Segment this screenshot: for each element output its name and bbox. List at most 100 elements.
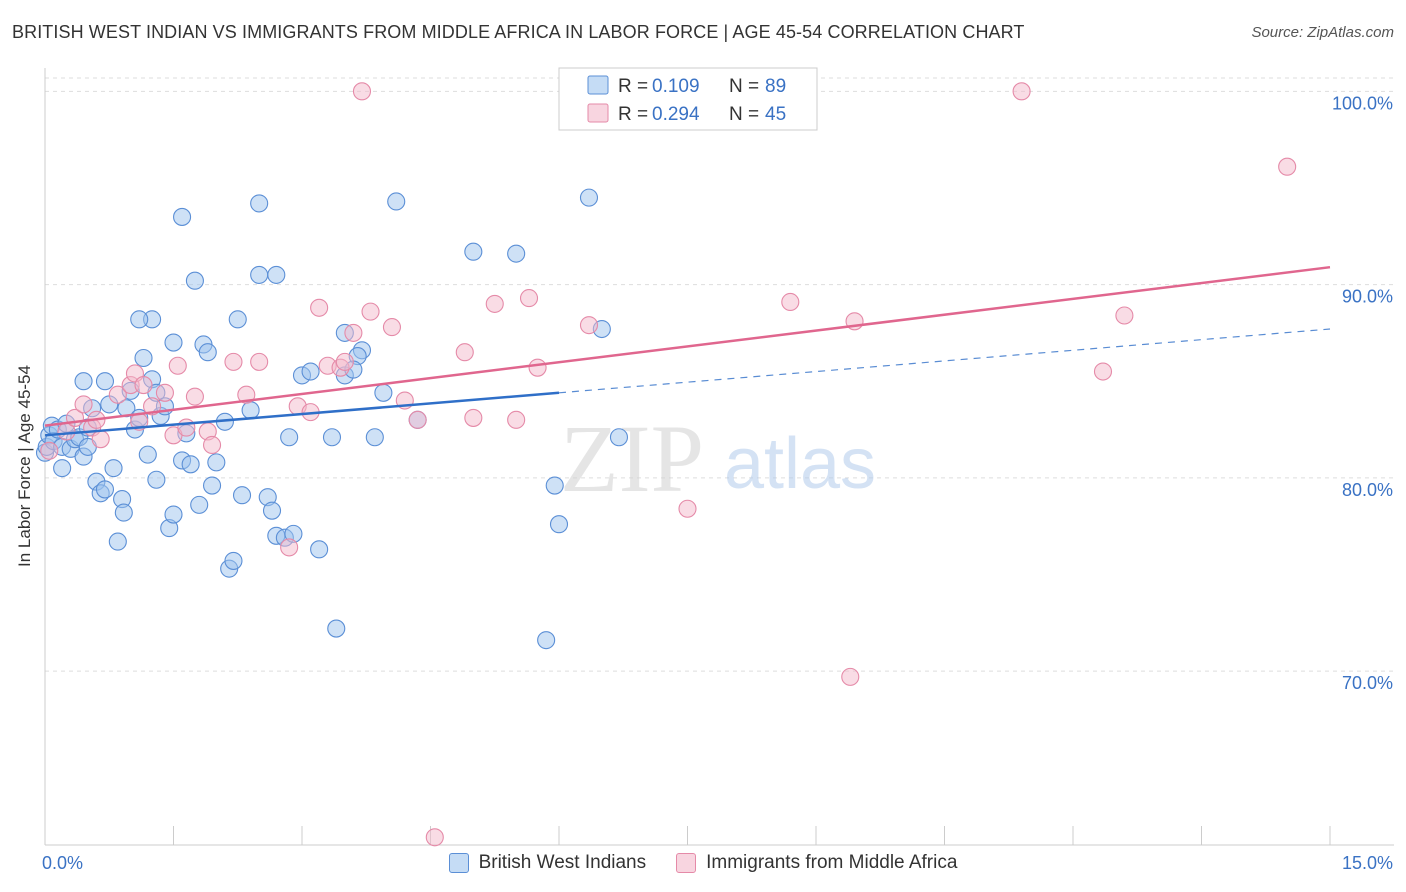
legend-label-british-west-indians: British West Indians — [478, 852, 647, 873]
trend-lines — [44, 265, 1331, 437]
axes: 70.0% 80.0% 90.0% 100.0% — [44, 68, 1394, 846]
y-tick-label: 100.0% — [1332, 93, 1393, 113]
watermark-atlas: atlas — [724, 424, 876, 504]
point-middle-africa — [781, 292, 800, 312]
point-british-west-indian — [224, 551, 243, 570]
point-middle-africa — [507, 410, 526, 429]
point-middle-africa — [224, 352, 243, 371]
point-british-west-indian — [190, 495, 209, 514]
point-british-west-indian — [104, 459, 123, 478]
point-middle-africa — [1278, 157, 1297, 176]
point-british-west-indian — [147, 470, 166, 489]
point-british-west-indian — [250, 265, 269, 284]
point-middle-africa — [280, 538, 299, 557]
point-middle-africa — [344, 323, 363, 342]
point-british-west-indian — [507, 244, 526, 263]
watermark: ZIP atlas — [560, 405, 876, 512]
point-middle-africa — [250, 352, 269, 371]
y-tick-label: 80.0% — [1342, 480, 1393, 500]
legend-label-immigrants-middle-africa: Immigrants from Middle Africa — [706, 852, 958, 873]
legend-n-label-blue: N = — [729, 76, 759, 97]
legend-r-value-pink: 0.294 — [652, 104, 700, 125]
point-british-west-indian — [114, 503, 133, 522]
point-british-west-indian — [537, 631, 556, 650]
point-british-west-indian — [74, 372, 93, 391]
legend-n-value-blue: 89 — [765, 76, 786, 97]
point-british-west-indian — [549, 515, 569, 534]
point-middle-africa — [382, 318, 402, 337]
point-british-west-indian — [173, 207, 192, 226]
point-british-west-indian — [387, 192, 406, 211]
x-tick-label-0: 0.0% — [42, 853, 84, 873]
point-british-west-indian — [322, 428, 342, 447]
point-british-west-indian — [134, 348, 153, 368]
point-british-west-indian — [203, 476, 222, 495]
point-british-west-indian — [327, 619, 346, 638]
point-british-west-indian — [365, 428, 384, 447]
trend-line-british-west-indians-extrapolated — [558, 328, 1331, 394]
bottom-legend: British West Indians Immigrants from Mid… — [0, 852, 1406, 874]
point-middle-africa — [455, 343, 474, 362]
stats-legend: R = 0.109 N = 89 R = 0.294 N = 45 — [558, 67, 818, 131]
point-middle-africa — [519, 289, 539, 308]
point-middle-africa — [177, 418, 196, 437]
point-british-west-indian — [374, 383, 393, 402]
legend-n-label-pink: N = — [729, 104, 759, 125]
point-middle-africa — [678, 499, 697, 518]
point-middle-africa — [91, 430, 110, 449]
point-middle-africa — [237, 385, 256, 404]
point-middle-africa — [168, 356, 187, 375]
point-british-west-indian — [185, 271, 204, 290]
legend-r-label-pink: R = — [618, 104, 648, 125]
point-british-west-indian — [609, 428, 629, 447]
point-middle-africa — [185, 387, 204, 406]
point-british-west-indian — [262, 501, 282, 520]
scatter-chart: ZIP atlas 70.0% 80.0% 90.0% 100.0% In Labor… — [15, 67, 1394, 847]
point-british-west-indian — [207, 453, 226, 472]
grid — [45, 77, 1394, 672]
trend-line-middle-africa — [44, 265, 1331, 427]
legend-item-immigrants-middle-africa: Immigrants from Middle Africa — [676, 852, 957, 874]
point-british-west-indian — [181, 455, 200, 474]
point-british-west-indian — [95, 480, 115, 499]
point-middle-africa — [74, 395, 93, 414]
point-middle-africa — [352, 82, 372, 101]
point-british-west-indian — [164, 333, 183, 352]
point-british-west-indian — [228, 310, 247, 329]
legend-swatch-pink — [587, 103, 609, 123]
point-british-west-indian — [232, 486, 252, 505]
legend-item-british-west-indians: British West Indians — [448, 852, 647, 874]
point-british-west-indian — [130, 310, 149, 329]
legend-swatch-british-west-indians — [448, 853, 469, 873]
legend-swatch-blue — [587, 75, 609, 95]
point-middle-africa — [134, 376, 153, 395]
point-middle-africa — [528, 358, 547, 377]
y-axis-label: In Labor Force | Age 45-54 — [15, 365, 34, 567]
point-middle-africa — [40, 441, 59, 460]
point-middle-africa — [841, 667, 860, 686]
chart-title: BRITISH WEST INDIAN VS IMMIGRANTS FROM M… — [12, 22, 1025, 42]
point-middle-africa — [408, 410, 427, 429]
point-british-west-indian — [164, 505, 183, 524]
point-middle-africa — [464, 408, 483, 427]
point-middle-africa — [1115, 306, 1134, 325]
chart-source: Source: ZipAtlas.com — [1251, 24, 1394, 41]
point-british-west-indian — [464, 242, 483, 261]
point-british-west-indian — [301, 362, 320, 381]
point-middle-africa — [579, 316, 599, 335]
point-british-west-indian — [545, 476, 564, 495]
point-british-west-indian — [241, 401, 260, 420]
point-middle-africa — [310, 298, 329, 317]
point-middle-africa — [108, 385, 127, 404]
point-middle-africa — [143, 397, 162, 416]
point-middle-africa — [485, 294, 504, 313]
legend-r-label-blue: R = — [618, 76, 648, 97]
x-tick-labels: 0.0% 15.0% — [0, 852, 1406, 882]
point-british-west-indian — [138, 445, 157, 464]
series-immigrants-middle-africa — [40, 82, 1297, 847]
point-british-west-indian — [250, 194, 269, 213]
point-middle-africa — [361, 302, 380, 321]
point-british-west-indian — [95, 372, 115, 391]
legend-swatch-immigrants-middle-africa — [676, 853, 697, 873]
point-british-west-indian — [267, 265, 286, 284]
